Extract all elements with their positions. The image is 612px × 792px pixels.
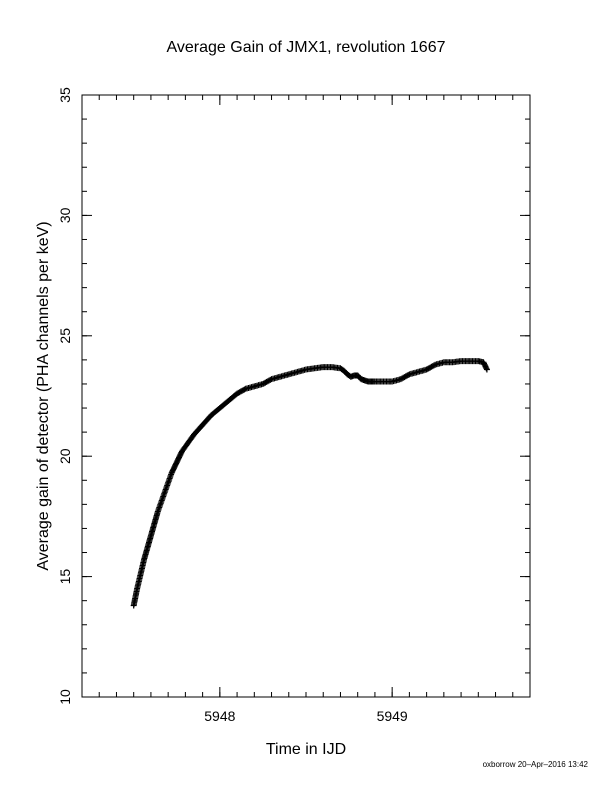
data-point <box>344 371 351 378</box>
data-point <box>161 489 168 496</box>
data-point <box>294 368 301 375</box>
y-major-ticks <box>82 94 530 698</box>
data-point <box>483 366 490 373</box>
data-point <box>480 359 487 366</box>
footer-stamp: oxborrow 20–Apr–2016 13:42 <box>483 760 589 769</box>
x-axis-label: Time in IJD <box>266 741 346 758</box>
data-point <box>358 376 365 383</box>
data-point-fill <box>267 376 274 383</box>
x-tick-label: 5949 <box>377 708 408 724</box>
data-point <box>175 455 182 462</box>
y-minor-ticks <box>82 94 530 698</box>
data-point <box>151 520 158 527</box>
data-point <box>172 462 179 469</box>
data-point <box>458 358 465 365</box>
data-point <box>216 405 223 412</box>
x-minor-ticks <box>81 95 531 697</box>
data-point <box>423 366 430 373</box>
data-point <box>242 385 249 392</box>
data-point <box>347 373 354 380</box>
data-point <box>144 544 151 551</box>
data-point <box>340 367 347 374</box>
data-point <box>466 358 473 365</box>
data-point <box>277 373 284 380</box>
x-major-ticks <box>219 95 393 697</box>
data-point-fill <box>431 362 437 369</box>
data-point <box>134 585 141 592</box>
x-tick-labels: 5948 5949 <box>204 708 408 724</box>
data-point <box>234 390 241 397</box>
y-tick-label: 25 <box>57 328 73 344</box>
y-tick-label: 30 <box>57 207 73 223</box>
data-point <box>147 532 154 539</box>
data-point <box>397 376 404 383</box>
data-point <box>432 361 439 368</box>
data-point <box>311 365 318 372</box>
data-point <box>354 372 361 379</box>
data-point <box>158 498 165 505</box>
data-point <box>328 364 335 371</box>
data-point <box>371 378 378 385</box>
y-tick-label: 10 <box>57 689 73 705</box>
data-point <box>137 571 144 578</box>
data-point <box>449 359 456 366</box>
data-point <box>168 470 175 477</box>
data-point <box>406 371 413 378</box>
data-point <box>225 397 232 404</box>
data-point <box>251 383 258 390</box>
data-point <box>285 371 292 378</box>
data-point <box>182 443 189 450</box>
data-point <box>154 508 161 515</box>
data-point <box>208 412 215 419</box>
data-points <box>130 358 490 609</box>
x-tick-label: 5948 <box>204 708 235 724</box>
data-point-fill <box>405 372 412 379</box>
data-point <box>361 377 368 384</box>
plot-frame <box>81 94 531 698</box>
y-axis-label: Average gain of detector (PHA channels p… <box>35 221 52 570</box>
data-point <box>268 376 275 383</box>
data-point <box>415 368 421 375</box>
data-point <box>389 378 396 385</box>
data-point-fill <box>241 386 248 393</box>
data-point <box>380 378 387 385</box>
y-tick-label: 35 <box>57 87 73 103</box>
data-point <box>141 556 148 563</box>
data-point <box>440 359 447 366</box>
data-point <box>130 602 137 609</box>
data-point <box>337 365 344 372</box>
data-point <box>259 380 266 387</box>
data-point <box>475 358 482 365</box>
y-tick-label: 15 <box>57 569 73 585</box>
data-point <box>199 421 206 428</box>
data-point <box>191 431 197 438</box>
data-point <box>303 366 309 373</box>
chart-title: Average Gain of JMX1, revolution 1667 <box>167 39 446 56</box>
data-point <box>165 479 172 486</box>
y-tick-labels: 10 15 20 25 30 35 <box>57 87 73 705</box>
y-tick-label: 20 <box>57 448 73 464</box>
data-point <box>320 364 327 371</box>
data-point <box>178 448 185 455</box>
